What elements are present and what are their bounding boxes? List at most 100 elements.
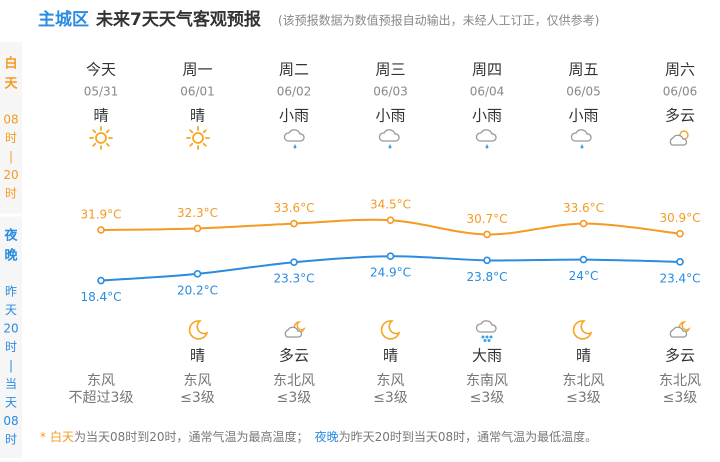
high-temp-point [193, 224, 202, 233]
high-temp-point [386, 216, 395, 225]
sidebar-time: 08 [3, 414, 18, 428]
low-temp-point [579, 255, 588, 264]
low-temp-label: 23.4°C [659, 271, 700, 285]
wind-level: ≤3级 [373, 390, 408, 406]
high-temp-label: 33.6°C [563, 201, 604, 215]
day-weather: 晴 [190, 107, 205, 125]
sidebar-time: | [9, 359, 13, 373]
low-temp-point [97, 276, 105, 285]
sidebar-time: 昨 [5, 285, 17, 299]
day-weather: 小雨 [279, 107, 309, 125]
wind-level: ≤3级 [180, 390, 215, 406]
wind-level: ≤3级 [277, 390, 312, 406]
footer-day: 白天 [50, 429, 74, 444]
day-weather: 小雨 [568, 107, 598, 125]
sidebar-time: 时 [5, 340, 17, 354]
sidebar-time: 天 [5, 396, 17, 410]
sidebar-time: 天 [5, 303, 17, 317]
wind-dir: 东南风 [466, 373, 508, 389]
low-temp-label: 23.3°C [273, 272, 314, 286]
night-weather: 多云 [279, 347, 309, 365]
sidebar-time: 20 [3, 322, 18, 336]
high-temp-point [579, 219, 588, 228]
date: 06/03 [373, 85, 408, 99]
night-weather: 晴 [383, 347, 398, 365]
day-name: 周一 [182, 61, 212, 79]
night-weather: 晴 [190, 347, 205, 365]
wind-dir: 东北风 [273, 373, 315, 389]
wind-dir: 东北风 [659, 373, 701, 389]
low-temp-label: 24°C [569, 269, 599, 283]
night-icons [188, 320, 690, 342]
date: 06/06 [663, 85, 698, 99]
night-weather: 多云 [665, 347, 695, 365]
day-weather: 小雨 [375, 107, 405, 125]
sidebar-time: 当 [5, 377, 17, 391]
wind-dir: 东风 [87, 373, 115, 389]
date: 05/31 [84, 85, 119, 99]
footer-night: 夜晚 [315, 429, 339, 444]
wind-dir: 东风 [377, 373, 405, 389]
footer-star: * [40, 430, 46, 444]
day-name: 周六 [665, 61, 695, 79]
night-weather: 晴 [576, 347, 591, 365]
title: 未来7天天气客观预报 [95, 9, 261, 30]
location: 主城区 [38, 9, 89, 30]
sidebar-label: 白 [4, 56, 17, 72]
sidebar-label: 夜 [3, 228, 18, 244]
low-temp-point [483, 256, 491, 265]
high-temp-label: 34.5°C [370, 198, 411, 212]
wind-dir: 东北风 [563, 373, 605, 389]
day-icons [89, 126, 689, 150]
day-weather: 多云 [665, 107, 695, 125]
wind-dir: 东风 [184, 373, 212, 389]
wind-level: ≤3级 [470, 390, 505, 406]
footer-day-text: 为当天08时到20时，通常气温为最高温度； [74, 429, 309, 444]
sidebar-time: 时 [5, 131, 17, 145]
day-name: 周二 [279, 61, 309, 79]
footer: * 白天为当天08时到20时，通常气温为最高温度； 夜晚为昨天20时到当天08时，通… [40, 429, 597, 444]
note: (该预报数据为数值预报自动输出，未经人工订正，仅供参考) [278, 13, 599, 28]
night-weather: 大雨 [472, 347, 502, 365]
day-name: 周三 [375, 61, 405, 79]
low-temp-point [676, 258, 684, 266]
sidebar-time: 时 [5, 433, 17, 447]
high-temp-label: 31.9°C [80, 207, 121, 221]
high-temp-label: 33.6°C [273, 201, 314, 215]
footer-night-text: 为昨天20时到当天08时，通常气温为最低温度。 [339, 429, 598, 444]
low-temp-label: 24.9°C [370, 266, 411, 280]
high-temp-label: 30.9°C [659, 211, 700, 225]
sidebar-label: 天 [4, 77, 18, 92]
day-weather: 小雨 [472, 107, 502, 125]
wind-level: ≤3级 [566, 390, 601, 406]
date: 06/02 [277, 85, 312, 99]
date: 06/05 [566, 85, 601, 99]
day-name: 今天 [86, 61, 116, 79]
date: 06/04 [470, 85, 505, 99]
high-temp-point [483, 230, 491, 239]
high-temp-point [676, 229, 684, 238]
day-weather: 晴 [93, 107, 108, 125]
day-name: 周五 [568, 61, 598, 79]
sidebar-time: 08 [3, 113, 18, 127]
wind-level: ≤3级 [663, 390, 698, 406]
sidebar-time: 时 [5, 187, 17, 201]
sidebar-bg [0, 42, 22, 458]
low-temp-label: 18.4°C [80, 290, 121, 304]
low-temp-label: 20.2°C [177, 283, 218, 297]
sidebar-time: 20 [3, 168, 18, 182]
day-name: 周四 [472, 61, 502, 79]
high-temp-point [290, 219, 298, 228]
date: 06/01 [180, 85, 215, 99]
sidebar-label: 晚 [4, 248, 17, 264]
high-temp-point [97, 226, 105, 234]
high-temp-label: 30.7°C [466, 212, 507, 226]
low-temp-label: 23.8°C [466, 270, 507, 284]
wind-level: 不超过3级 [69, 390, 134, 406]
low-temp-point [290, 258, 298, 267]
low-temp-point [386, 252, 395, 261]
high-temp-label: 32.3°C [177, 206, 218, 220]
low-temp-point [193, 270, 202, 278]
sidebar-time: | [9, 150, 13, 164]
